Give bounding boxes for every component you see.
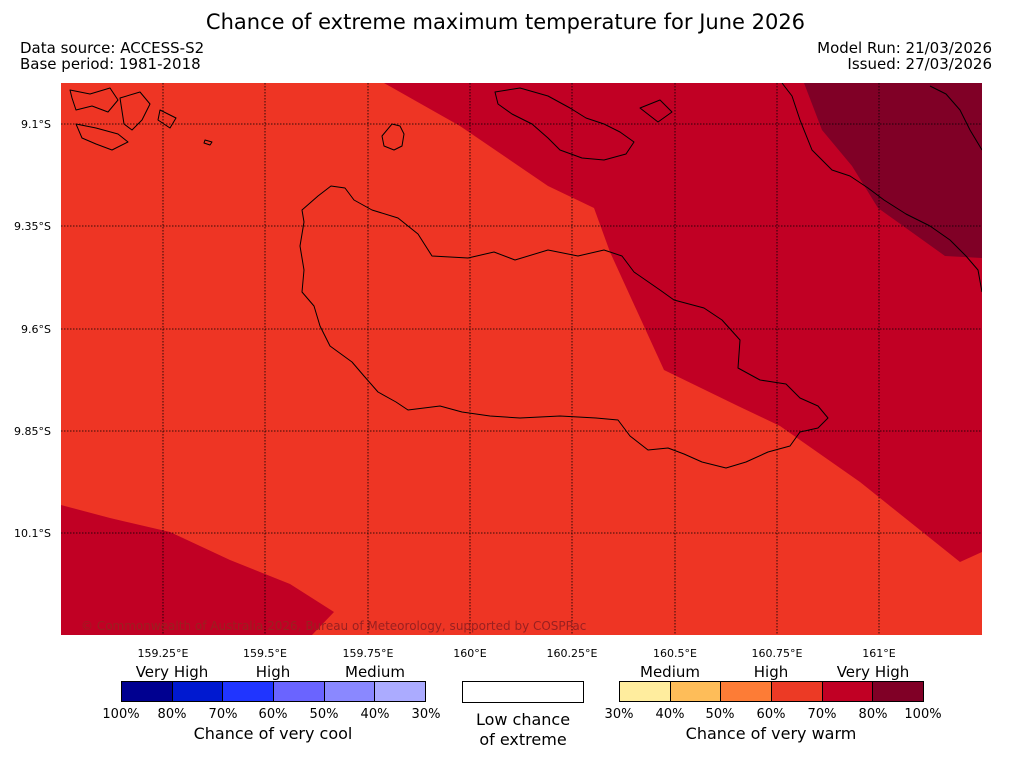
islet-coastline	[639, 99, 673, 123]
warm-percent: 80%	[858, 707, 888, 722]
islet-coastline	[203, 139, 213, 146]
lon-label: 161°E	[862, 647, 896, 660]
warm-swatch	[772, 682, 823, 701]
model-run: Model Run: 21/03/2026	[817, 39, 992, 57]
cool-swatch	[274, 682, 325, 701]
lat-label: 9.85°S	[14, 425, 51, 438]
cool-category: Medium	[345, 663, 405, 681]
island-coastline	[299, 185, 829, 469]
coastlines	[69, 83, 982, 469]
warm-percent: 30%	[604, 707, 634, 722]
lon-label: 160.25°E	[546, 647, 598, 660]
warm-swatch	[670, 682, 722, 701]
low-chance-label: Low chance of extreme	[462, 710, 584, 750]
cool-colorbar	[121, 681, 426, 702]
island-coastline-nw	[75, 123, 129, 151]
cool-legend-title: Chance of very cool	[193, 724, 353, 743]
coastline-east	[781, 83, 982, 293]
data-source: Data source: ACCESS-S2	[20, 39, 205, 57]
warm-category: High	[753, 663, 789, 681]
cool-percent: 40%	[360, 707, 390, 722]
low-chance-line1: Low chance	[475, 710, 571, 729]
cool-swatch	[223, 682, 275, 701]
copyright-notice: © Commonwealth of Australia 2026, Bureau…	[81, 619, 586, 633]
lat-label: 9.35°S	[14, 220, 51, 233]
lon-label: 160.75°E	[751, 647, 803, 660]
warm-legend-title: Chance of very warm	[685, 724, 857, 743]
island-coastline-nw	[119, 91, 151, 131]
warm-swatch	[620, 682, 671, 701]
graticule	[61, 83, 982, 635]
warm-percent: 40%	[655, 707, 685, 722]
base-period: Base period: 1981-2018	[20, 55, 201, 73]
zone-70-80	[384, 83, 982, 562]
low-chance-line2: of extreme	[479, 730, 567, 749]
lat-label: 9.6°S	[21, 323, 51, 336]
warm-percent: 100%	[904, 707, 942, 722]
warm-category: Very High	[836, 663, 910, 681]
cool-percent: 50%	[309, 707, 339, 722]
cool-swatch	[324, 682, 376, 701]
cool-percent: 100%	[102, 707, 140, 722]
lon-label: 159.5°E	[243, 647, 287, 660]
lon-label: 159.25°E	[137, 647, 189, 660]
zone-70-80-southwest	[61, 505, 334, 635]
issued-date: Issued: 27/03/2026	[847, 55, 992, 73]
map-title: Chance of extreme maximum temperature fo…	[205, 10, 806, 34]
cool-swatch	[122, 682, 173, 701]
cool-category: Very High	[135, 663, 209, 681]
probability-shading	[61, 83, 982, 635]
lon-label: 159.75°E	[342, 647, 394, 660]
islet-coastline	[157, 109, 177, 129]
cool-category: High	[255, 663, 291, 681]
warm-swatch	[721, 682, 773, 701]
cool-percent: 70%	[208, 707, 238, 722]
cool-percent: 30%	[411, 707, 441, 722]
meta-right: Model Run: 21/03/2026 Issued: 27/03/2026	[817, 40, 992, 72]
cool-swatch	[375, 682, 426, 701]
islet-coastline	[381, 123, 405, 151]
low-chance-swatch	[462, 681, 584, 703]
zone-80-100	[804, 83, 982, 258]
lat-label: 10.1°S	[14, 527, 51, 540]
cool-percent: 60%	[258, 707, 288, 722]
lon-label: 160°E	[453, 647, 487, 660]
lon-label: 160.5°E	[653, 647, 697, 660]
warm-percent: 60%	[756, 707, 786, 722]
warm-percent: 70%	[807, 707, 837, 722]
warm-swatch	[822, 682, 874, 701]
lat-label: 9.1°S	[21, 118, 51, 131]
island-coastline-nw	[69, 87, 119, 113]
cool-percent: 80%	[157, 707, 187, 722]
warm-swatch	[873, 682, 924, 701]
cool-swatch	[172, 682, 224, 701]
warm-colorbar	[619, 681, 924, 702]
warm-percent: 50%	[705, 707, 735, 722]
coastline-east	[929, 85, 982, 151]
meta-left: Data source: ACCESS-S2 Base period: 1981…	[20, 40, 204, 72]
island-coastline-ne	[494, 87, 635, 161]
warm-category: Medium	[640, 663, 700, 681]
